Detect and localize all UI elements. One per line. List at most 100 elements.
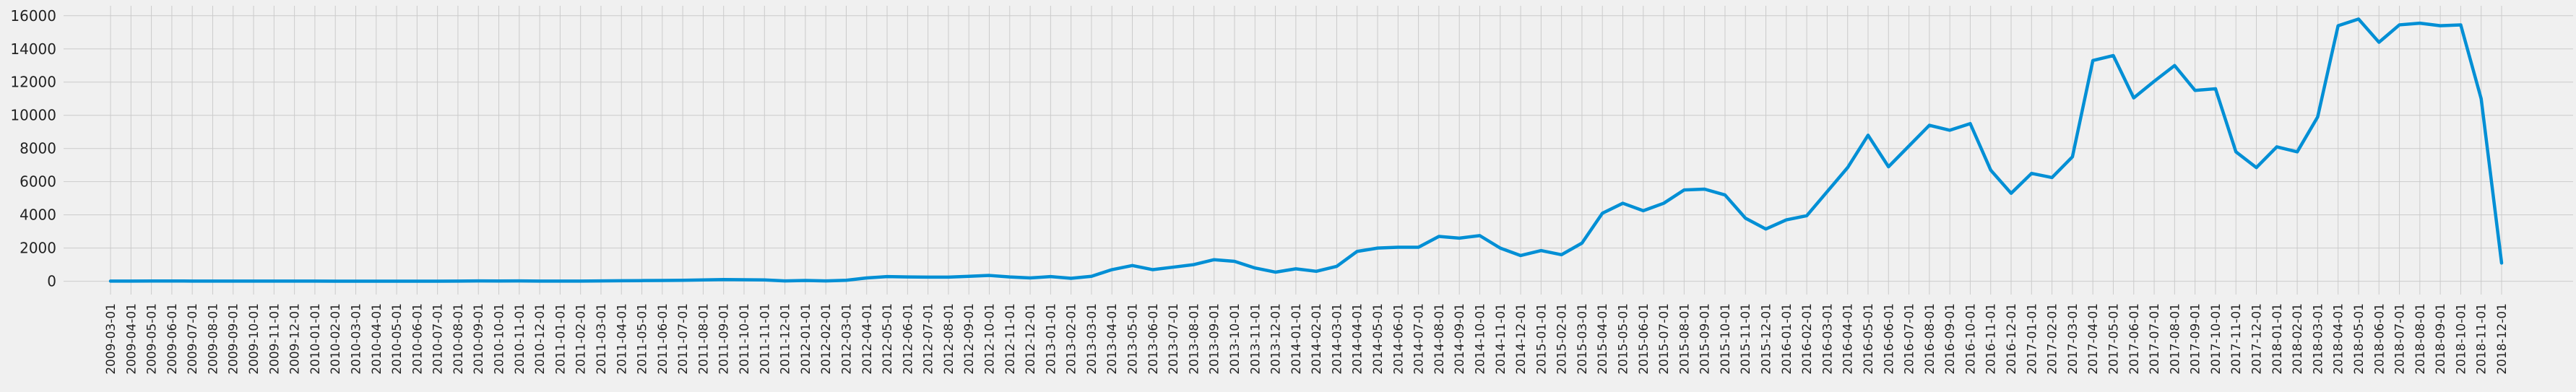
- x-tick-label: 2014-02-01: [1310, 303, 1324, 375]
- x-tick-label: 2015-05-01: [1617, 303, 1631, 375]
- y-axis-tick-labels: 0 2000 4000 6000 8000 10000 12000 14000 16000: [10, 7, 56, 290]
- x-tick-label: 2017-05-01: [2106, 303, 2121, 375]
- x-tick-label: 2012-07-01: [922, 303, 936, 375]
- x-tick-label: 2014-12-01: [1514, 303, 1529, 375]
- x-tick-label: 2009-09-01: [227, 303, 241, 375]
- x-tick-label: 2009-11-01: [267, 303, 282, 375]
- x-tick-label: 2014-11-01: [1494, 303, 1508, 375]
- x-gridlines: [110, 6, 2502, 295]
- x-tick-label: 2017-03-01: [2066, 303, 2080, 375]
- x-tick-label: 2011-12-01: [779, 303, 793, 375]
- x-tick-label: 2018-08-01: [2413, 303, 2428, 375]
- y-tick-label: 2000: [20, 240, 56, 257]
- x-tick-label: 2015-02-01: [1555, 303, 1570, 375]
- x-tick-label: 2012-01-01: [799, 303, 813, 375]
- x-tick-label: 2018-04-01: [2332, 303, 2346, 375]
- x-tick-label: 2013-08-01: [1187, 303, 1201, 375]
- x-tick-label: 2011-01-01: [553, 303, 568, 375]
- x-tick-label: 2018-12-01: [2495, 303, 2510, 375]
- x-tick-label: 2015-10-01: [1719, 303, 1733, 375]
- x-tick-label: 2013-11-01: [1248, 303, 1263, 375]
- x-axis-tick-labels: 2009-03-01 2009-04-01 2009-05-01 2009-06-01…: [104, 303, 2510, 375]
- x-tick-label: 2010-10-01: [493, 303, 507, 375]
- x-tick-label: 2015-03-01: [1576, 303, 1590, 375]
- x-tick-label: 2015-01-01: [1534, 303, 1549, 375]
- x-tick-label: 2011-08-01: [696, 303, 711, 375]
- x-tick-label: 2010-12-01: [533, 303, 548, 375]
- x-tick-label: 2009-08-01: [206, 303, 220, 375]
- x-tick-label: 2016-06-01: [1882, 303, 1896, 375]
- x-tick-label: 2018-07-01: [2393, 303, 2408, 375]
- x-tick-label: 2015-08-01: [1677, 303, 1692, 375]
- x-tick-label: 2013-05-01: [1126, 303, 1141, 375]
- x-tick-label: 2013-02-01: [1065, 303, 1079, 375]
- x-tick-label: 2016-03-01: [1820, 303, 1835, 375]
- x-tick-label: 2016-08-01: [1923, 303, 1937, 375]
- x-tick-label: 2012-05-01: [881, 303, 895, 375]
- x-tick-label: 2018-02-01: [2291, 303, 2305, 375]
- x-tick-label: 2013-01-01: [1044, 303, 1058, 375]
- x-tick-label: 2012-04-01: [860, 303, 875, 375]
- x-tick-label: 2014-03-01: [1330, 303, 1344, 375]
- x-tick-label: 2015-04-01: [1596, 303, 1610, 375]
- x-tick-label: 2014-07-01: [1412, 303, 1427, 375]
- x-tick-label: 2009-04-01: [124, 303, 139, 375]
- x-tick-label: 2011-04-01: [615, 303, 629, 375]
- y-tick-label: 12000: [10, 74, 56, 91]
- x-tick-label: 2016-12-01: [2005, 303, 2019, 375]
- x-tick-label: 2015-07-01: [1657, 303, 1672, 375]
- x-tick-label: 2011-09-01: [717, 303, 732, 375]
- x-tick-label: 2015-06-01: [1637, 303, 1651, 375]
- x-tick-label: 2011-11-01: [758, 303, 772, 375]
- x-tick-label: 2016-01-01: [1780, 303, 1794, 375]
- x-tick-label: 2016-07-01: [1903, 303, 1917, 375]
- x-tick-label: 2010-01-01: [308, 303, 323, 375]
- x-tick-label: 2016-04-01: [1841, 303, 1856, 375]
- y-tick-label: 0: [47, 273, 56, 290]
- x-tick-label: 2009-07-01: [186, 303, 200, 375]
- x-tick-label: 2011-10-01: [738, 303, 752, 375]
- x-tick-label: 2017-08-01: [2168, 303, 2182, 375]
- x-tick-label: 2011-06-01: [656, 303, 670, 375]
- x-tick-label: 2012-11-01: [1003, 303, 1018, 375]
- x-tick-label: 2017-06-01: [2127, 303, 2142, 375]
- x-tick-label: 2012-10-01: [982, 303, 997, 375]
- x-tick-label: 2014-10-01: [1473, 303, 1487, 375]
- x-tick-label: 2014-06-01: [1391, 303, 1406, 375]
- x-tick-label: 2013-10-01: [1228, 303, 1242, 375]
- x-tick-label: 2016-05-01: [1862, 303, 1876, 375]
- x-tick-label: 2011-03-01: [595, 303, 609, 375]
- x-tick-label: 2016-10-01: [1963, 303, 1978, 375]
- x-tick-label: 2013-09-01: [1208, 303, 1222, 375]
- x-tick-label: 2018-09-01: [2434, 303, 2448, 375]
- x-tick-label: 2013-12-01: [1269, 303, 1284, 375]
- x-tick-label: 2012-06-01: [901, 303, 915, 375]
- x-tick-label: 2017-04-01: [2086, 303, 2101, 375]
- x-tick-label: 2017-07-01: [2148, 303, 2162, 375]
- x-tick-label: 2018-05-01: [2352, 303, 2367, 375]
- y-tick-label: 4000: [20, 206, 56, 224]
- x-tick-label: 2017-12-01: [2250, 303, 2265, 375]
- y-tick-label: 10000: [10, 107, 56, 124]
- x-tick-label: 2013-03-01: [1085, 303, 1099, 375]
- x-tick-label: 2013-06-01: [1146, 303, 1161, 375]
- x-tick-label: 2010-02-01: [329, 303, 343, 375]
- x-tick-label: 2010-06-01: [410, 303, 425, 375]
- x-tick-label: 2018-06-01: [2372, 303, 2387, 375]
- x-tick-label: 2017-09-01: [2189, 303, 2203, 375]
- x-tick-label: 2013-07-01: [1167, 303, 1181, 375]
- x-tick-label: 2018-01-01: [2270, 303, 2285, 375]
- x-tick-label: 2010-08-01: [451, 303, 466, 375]
- x-tick-label: 2014-08-01: [1432, 303, 1447, 375]
- x-tick-label: 2010-09-01: [472, 303, 486, 375]
- x-tick-label: 2016-02-01: [1800, 303, 1815, 375]
- x-tick-label: 2010-04-01: [370, 303, 384, 375]
- y-tick-label: 6000: [20, 173, 56, 191]
- x-tick-label: 2009-12-01: [288, 303, 303, 375]
- x-tick-label: 2017-01-01: [2025, 303, 2039, 375]
- x-tick-label: 2018-10-01: [2454, 303, 2468, 375]
- y-tick-label: 16000: [10, 7, 56, 25]
- x-tick-label: 2017-11-01: [2229, 303, 2244, 375]
- x-tick-label: 2012-12-01: [1024, 303, 1038, 375]
- series-line: [108, 17, 2504, 283]
